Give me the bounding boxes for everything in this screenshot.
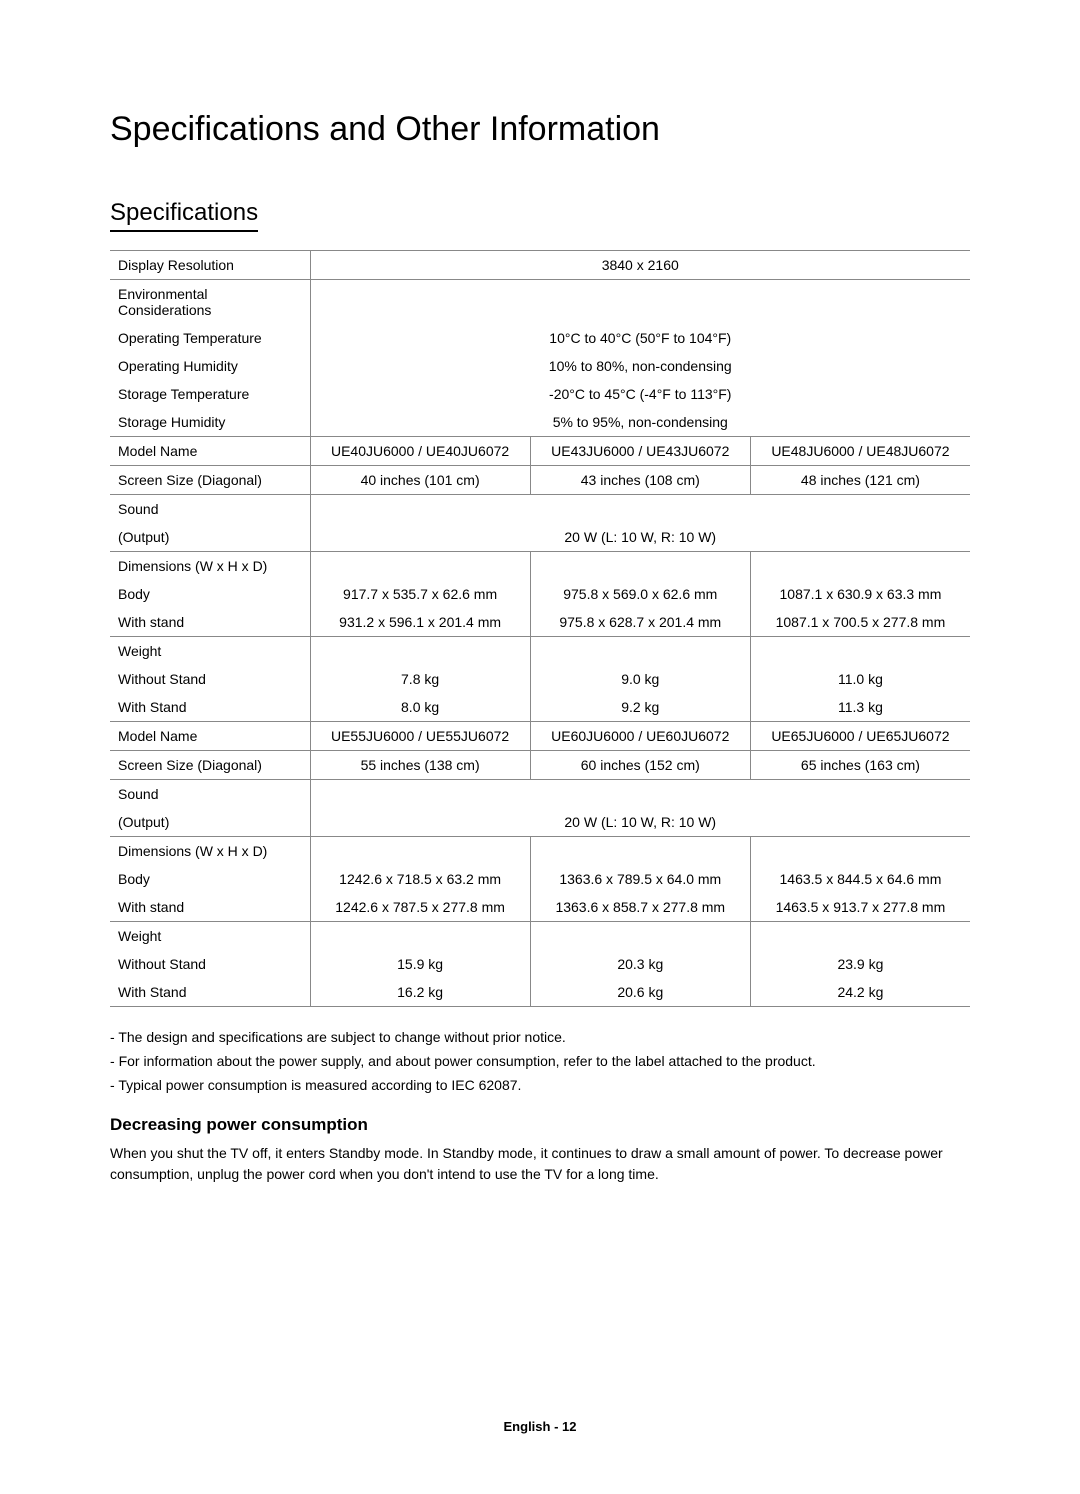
- row-label: Screen Size (Diagonal): [110, 466, 310, 495]
- row-label: Model Name: [110, 437, 310, 466]
- row-value: [530, 637, 750, 666]
- row-label: Body: [110, 580, 310, 608]
- page-title: Specifications and Other Information: [110, 110, 970, 149]
- row-value: 15.9 kg: [310, 950, 530, 978]
- row-label: Display Resolution: [110, 251, 310, 280]
- row-label: Sound: [110, 780, 310, 809]
- row-label: Sound: [110, 495, 310, 524]
- row-label: With stand: [110, 893, 310, 922]
- row-value: 20 W (L: 10 W, R: 10 W): [310, 808, 970, 837]
- row-value: 917.7 x 535.7 x 62.6 mm: [310, 580, 530, 608]
- row-value: [310, 280, 970, 325]
- row-value: UE43JU6000 / UE43JU6072: [530, 437, 750, 466]
- row-value: 16.2 kg: [310, 978, 530, 1007]
- row-value: 1242.6 x 718.5 x 63.2 mm: [310, 865, 530, 893]
- row-label: Dimensions (W x H x D): [110, 552, 310, 581]
- row-value: 48 inches (121 cm): [750, 466, 970, 495]
- page-footer: English - 12: [0, 1419, 1080, 1434]
- row-value: 43 inches (108 cm): [530, 466, 750, 495]
- note-item: Typical power consumption is measured ac…: [110, 1077, 970, 1093]
- row-value: 7.8 kg: [310, 665, 530, 693]
- row-value: 1087.1 x 700.5 x 277.8 mm: [750, 608, 970, 637]
- row-value: 8.0 kg: [310, 693, 530, 722]
- row-value: 3840 x 2160: [310, 251, 970, 280]
- row-value: [310, 922, 530, 951]
- row-label: Environmental Considerations: [110, 280, 310, 325]
- row-value: 11.0 kg: [750, 665, 970, 693]
- row-value: [310, 780, 970, 809]
- row-label: Operating Humidity: [110, 352, 310, 380]
- row-value: 10°C to 40°C (50°F to 104°F): [310, 324, 970, 352]
- row-value: 1363.6 x 789.5 x 64.0 mm: [530, 865, 750, 893]
- row-value: [750, 837, 970, 866]
- row-value: 1463.5 x 844.5 x 64.6 mm: [750, 865, 970, 893]
- row-value: 1242.6 x 787.5 x 277.8 mm: [310, 893, 530, 922]
- row-value: UE40JU6000 / UE40JU6072: [310, 437, 530, 466]
- power-heading: Decreasing power consumption: [110, 1115, 970, 1135]
- row-value: [750, 552, 970, 581]
- row-value: UE65JU6000 / UE65JU6072: [750, 722, 970, 751]
- row-value: 20 W (L: 10 W, R: 10 W): [310, 523, 970, 552]
- row-value: 65 inches (163 cm): [750, 751, 970, 780]
- row-value: [530, 922, 750, 951]
- row-value: 975.8 x 628.7 x 201.4 mm: [530, 608, 750, 637]
- row-label: (Output): [110, 523, 310, 552]
- row-value: 55 inches (138 cm): [310, 751, 530, 780]
- specifications-table: Display Resolution 3840 x 2160 Environme…: [110, 250, 970, 1007]
- row-value: 5% to 95%, non-condensing: [310, 408, 970, 437]
- row-value: 1087.1 x 630.9 x 63.3 mm: [750, 580, 970, 608]
- row-value: [310, 552, 530, 581]
- row-label: Weight: [110, 637, 310, 666]
- row-label: Storage Temperature: [110, 380, 310, 408]
- note-item: For information about the power supply, …: [110, 1053, 970, 1069]
- row-value: 10% to 80%, non-condensing: [310, 352, 970, 380]
- row-value: UE48JU6000 / UE48JU6072: [750, 437, 970, 466]
- section-title: Specifications: [110, 199, 258, 232]
- row-value: 1463.5 x 913.7 x 277.8 mm: [750, 893, 970, 922]
- note-item: The design and specifications are subjec…: [110, 1029, 970, 1045]
- row-value: 20.3 kg: [530, 950, 750, 978]
- row-label: Operating Temperature: [110, 324, 310, 352]
- row-label: Body: [110, 865, 310, 893]
- row-value: 20.6 kg: [530, 978, 750, 1007]
- row-value: 9.2 kg: [530, 693, 750, 722]
- row-value: 11.3 kg: [750, 693, 970, 722]
- power-text: When you shut the TV off, it enters Stan…: [110, 1143, 970, 1185]
- row-label: Without Stand: [110, 950, 310, 978]
- notes-list: The design and specifications are subjec…: [110, 1029, 970, 1093]
- row-label: Screen Size (Diagonal): [110, 751, 310, 780]
- row-label: Storage Humidity: [110, 408, 310, 437]
- row-value: UE60JU6000 / UE60JU6072: [530, 722, 750, 751]
- row-value: 60 inches (152 cm): [530, 751, 750, 780]
- row-value: 1363.6 x 858.7 x 277.8 mm: [530, 893, 750, 922]
- row-label: Without Stand: [110, 665, 310, 693]
- row-label: With Stand: [110, 693, 310, 722]
- row-label: Model Name: [110, 722, 310, 751]
- row-value: 975.8 x 569.0 x 62.6 mm: [530, 580, 750, 608]
- row-label: Weight: [110, 922, 310, 951]
- row-label: (Output): [110, 808, 310, 837]
- row-value: 9.0 kg: [530, 665, 750, 693]
- row-value: 23.9 kg: [750, 950, 970, 978]
- row-value: [310, 637, 530, 666]
- row-value: [530, 552, 750, 581]
- row-value: 24.2 kg: [750, 978, 970, 1007]
- row-value: 40 inches (101 cm): [310, 466, 530, 495]
- row-label: Dimensions (W x H x D): [110, 837, 310, 866]
- row-value: 931.2 x 596.1 x 201.4 mm: [310, 608, 530, 637]
- row-value: [750, 637, 970, 666]
- row-label: With Stand: [110, 978, 310, 1007]
- row-value: [530, 837, 750, 866]
- row-value: [310, 495, 970, 524]
- row-label: With stand: [110, 608, 310, 637]
- row-value: UE55JU6000 / UE55JU6072: [310, 722, 530, 751]
- row-value: [750, 922, 970, 951]
- row-value: [310, 837, 530, 866]
- row-value: -20°C to 45°C (-4°F to 113°F): [310, 380, 970, 408]
